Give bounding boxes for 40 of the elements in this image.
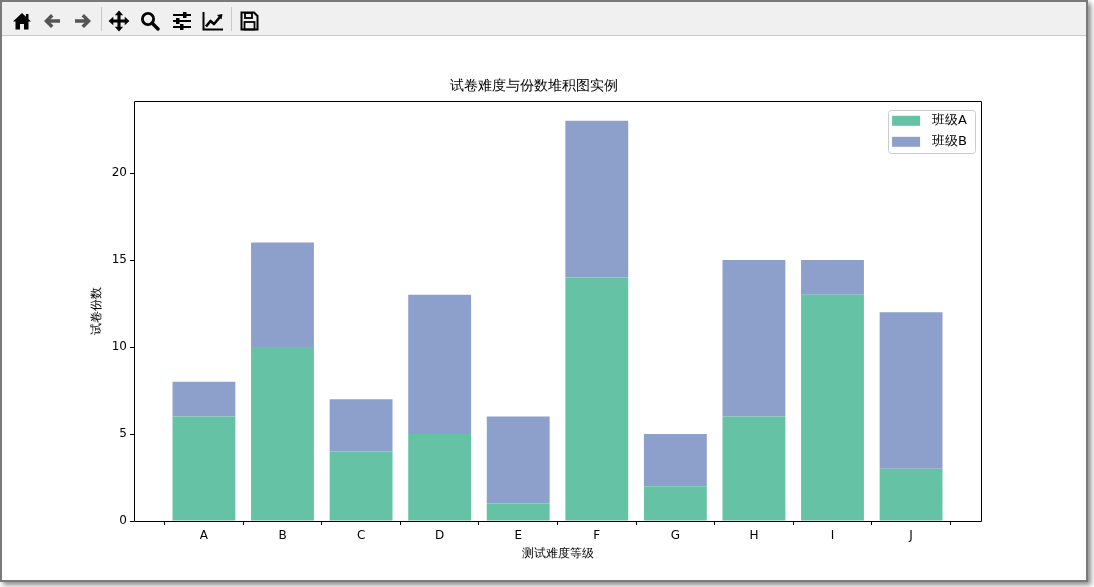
y-tick-label: 10	[111, 339, 127, 354]
bar	[172, 416, 236, 521]
chart-title: 试卷难度与份数堆积图实例	[449, 77, 618, 94]
bar	[565, 120, 629, 278]
bar	[172, 381, 236, 417]
bar	[722, 260, 786, 417]
x-tick-label: E	[514, 528, 523, 543]
y-tick-label: 20	[111, 165, 127, 180]
bar	[251, 347, 314, 521]
x-tick-label: A	[199, 528, 209, 543]
bar	[251, 242, 314, 347]
x-tick-label: C	[356, 528, 366, 543]
x-tick-label: H	[749, 528, 759, 543]
x-tick-label: G	[670, 528, 681, 543]
legend-label: 班级A	[932, 112, 968, 128]
x-tick-label: B	[278, 528, 287, 543]
x-tick-label: F	[593, 528, 601, 543]
bar	[408, 434, 472, 521]
x-tick-label: J	[908, 528, 913, 543]
y-tick-label: 0	[119, 513, 127, 528]
legend-label: 班级B	[932, 133, 967, 149]
bar	[408, 294, 472, 434]
y-axis-title: 试卷份数	[89, 286, 104, 335]
bar	[722, 416, 786, 521]
x-axis-title: 测试难度等级	[521, 545, 594, 560]
y-tick-label: 5	[119, 426, 127, 441]
x-tick-label: D	[435, 528, 445, 543]
bar	[565, 277, 629, 521]
bar	[643, 486, 707, 521]
bar	[801, 260, 864, 295]
bar	[329, 451, 393, 521]
bar	[879, 312, 943, 469]
bar	[486, 416, 550, 504]
y-tick-label: 15	[111, 252, 127, 267]
bar	[329, 399, 393, 452]
x-tick-label: I	[830, 528, 835, 543]
bar	[486, 503, 550, 521]
bar	[879, 468, 943, 521]
bar	[643, 434, 707, 487]
bar	[801, 294, 864, 521]
